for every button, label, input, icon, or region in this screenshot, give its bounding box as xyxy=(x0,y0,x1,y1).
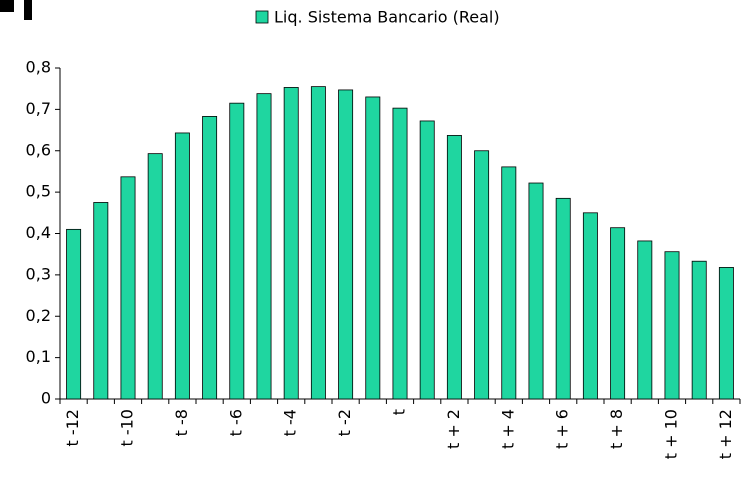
bar xyxy=(147,153,163,400)
bar xyxy=(419,120,435,400)
y-tick-label: 0,7 xyxy=(26,99,51,118)
bar xyxy=(120,176,136,400)
x-tick-label: t + 10 xyxy=(662,409,681,459)
y-tick-label: 0,5 xyxy=(26,182,51,201)
x-tick-label: t + 12 xyxy=(716,409,735,459)
x-tick-label: t -12 xyxy=(63,409,82,447)
x-tick-label: t + 8 xyxy=(607,409,626,449)
x-tick-label: t -10 xyxy=(118,409,137,447)
y-tick-label: 0,1 xyxy=(26,347,51,366)
y-tick-label: 0,6 xyxy=(26,140,51,159)
y-tick-label: 0,3 xyxy=(26,264,51,283)
bar xyxy=(365,96,381,400)
bar xyxy=(610,227,626,400)
legend-label: Liq. Sistema Bancario (Real) xyxy=(274,8,500,27)
bar xyxy=(637,240,653,400)
bar xyxy=(528,182,544,400)
bar xyxy=(202,116,218,400)
bar xyxy=(392,107,408,400)
x-tick-label: t -2 xyxy=(335,409,354,436)
bar xyxy=(718,267,734,400)
x-tick-label: t -8 xyxy=(172,409,191,436)
x-tick-label: t + 6 xyxy=(553,409,572,449)
cropped-mark xyxy=(24,0,32,20)
bar xyxy=(283,87,299,400)
bar xyxy=(310,86,326,400)
bar xyxy=(474,150,490,400)
x-tick-label: t + 2 xyxy=(444,409,463,449)
x-tick-label: t -6 xyxy=(226,409,245,436)
x-tick-label: t xyxy=(390,409,409,415)
x-tick-label: t + 4 xyxy=(498,409,517,449)
bar xyxy=(338,89,354,400)
bar xyxy=(501,166,517,400)
y-tick-label: 0 xyxy=(41,389,51,408)
bar xyxy=(174,132,190,400)
x-tick-label: t -4 xyxy=(281,409,300,436)
bar xyxy=(555,197,571,400)
bar xyxy=(93,202,109,400)
bar xyxy=(664,251,680,400)
y-tick-label: 0,2 xyxy=(26,306,51,325)
legend-swatch xyxy=(255,10,269,24)
bar xyxy=(229,102,245,400)
bar xyxy=(691,260,707,400)
cropped-mark xyxy=(0,0,14,12)
bar xyxy=(446,135,462,400)
bar xyxy=(256,93,272,400)
bar xyxy=(582,212,598,400)
y-tick-label: 0,8 xyxy=(26,58,51,77)
bar xyxy=(66,228,82,400)
y-tick-label: 0,4 xyxy=(26,223,51,242)
